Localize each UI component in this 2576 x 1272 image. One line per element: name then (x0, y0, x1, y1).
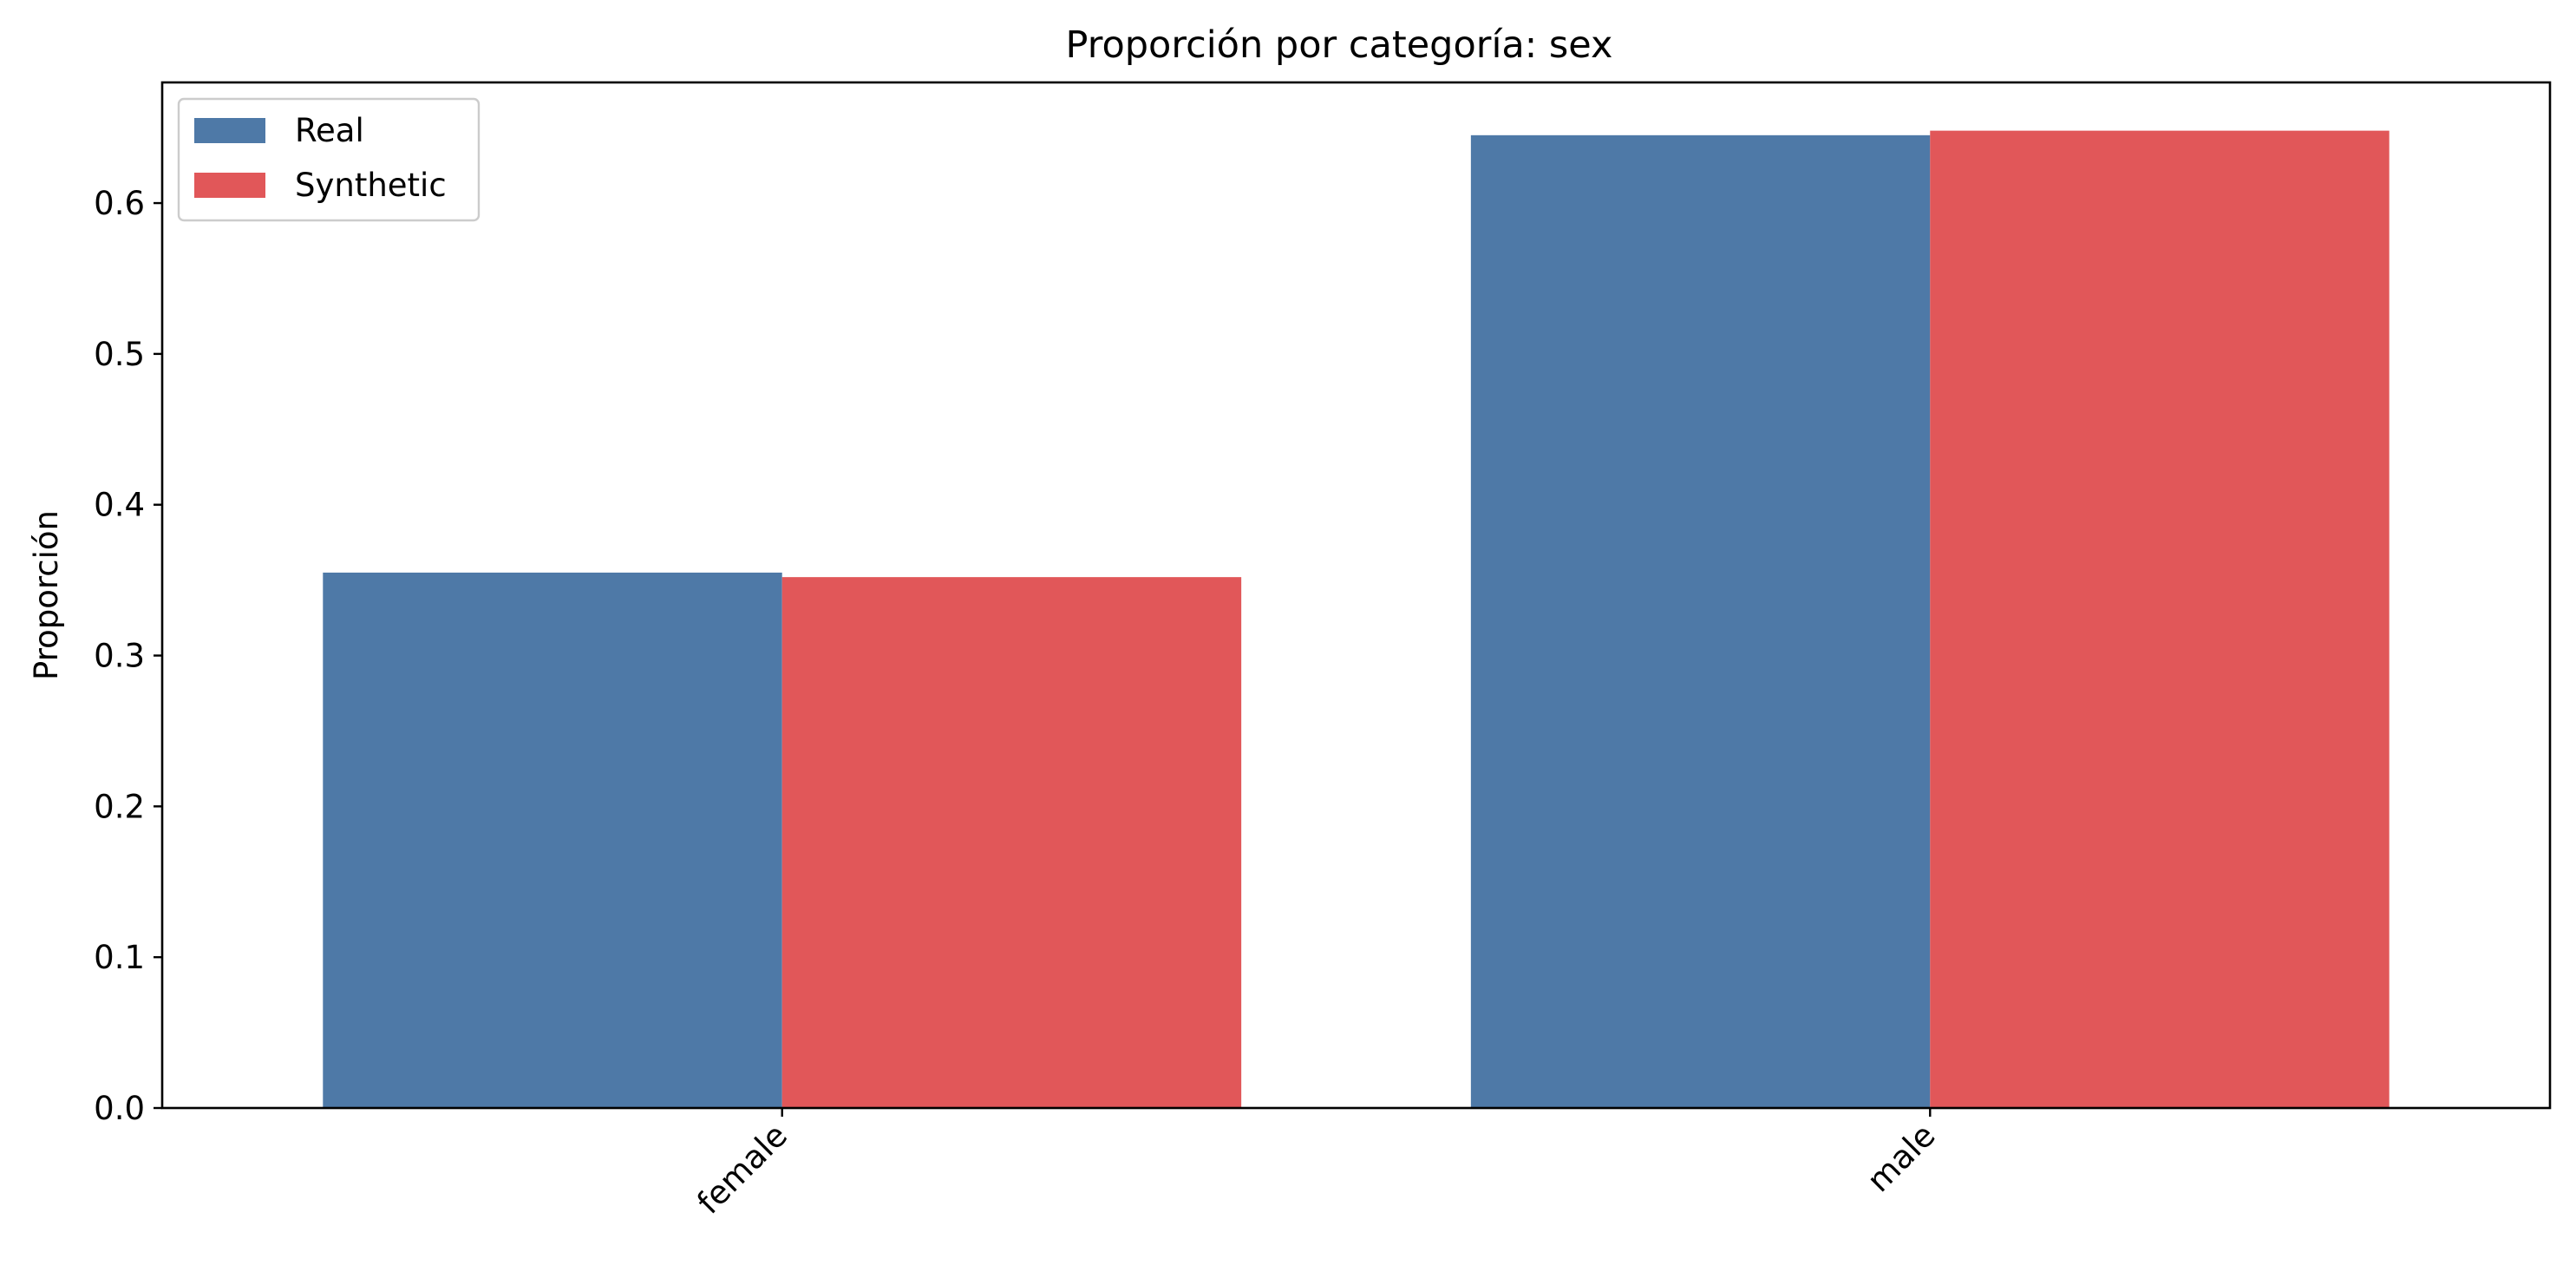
y-tick-label: 0.2 (94, 788, 145, 825)
legend-swatch-real (194, 118, 265, 143)
legend-label-synthetic: Synthetic (295, 167, 447, 204)
y-tick-label: 0.3 (94, 638, 145, 675)
plot-frame (160, 81, 2552, 1110)
y-tick-label: 0.6 (94, 185, 145, 222)
legend-swatch-synthetic (194, 173, 265, 198)
bar-real-female (323, 572, 782, 1108)
y-axis: 0.0 0.1 0.2 0.3 0.4 0.5 0.6 (94, 185, 162, 1127)
bar-real-male (1470, 134, 1931, 1109)
bar-synthetic-male (1930, 130, 2390, 1108)
y-tick-label: 0.0 (94, 1090, 145, 1127)
chart-title: Proporción por categoría: sex (1066, 23, 1613, 67)
bars-group (323, 130, 2390, 1109)
legend: Real Synthetic (177, 97, 481, 222)
bar-synthetic-female (781, 577, 1242, 1108)
y-tick-label: 0.1 (94, 939, 145, 976)
y-tick-label: 0.4 (94, 487, 145, 524)
y-axis-label: Proporción (28, 510, 65, 680)
legend-label-real: Real (295, 112, 364, 149)
y-tick-label: 0.5 (94, 336, 145, 373)
